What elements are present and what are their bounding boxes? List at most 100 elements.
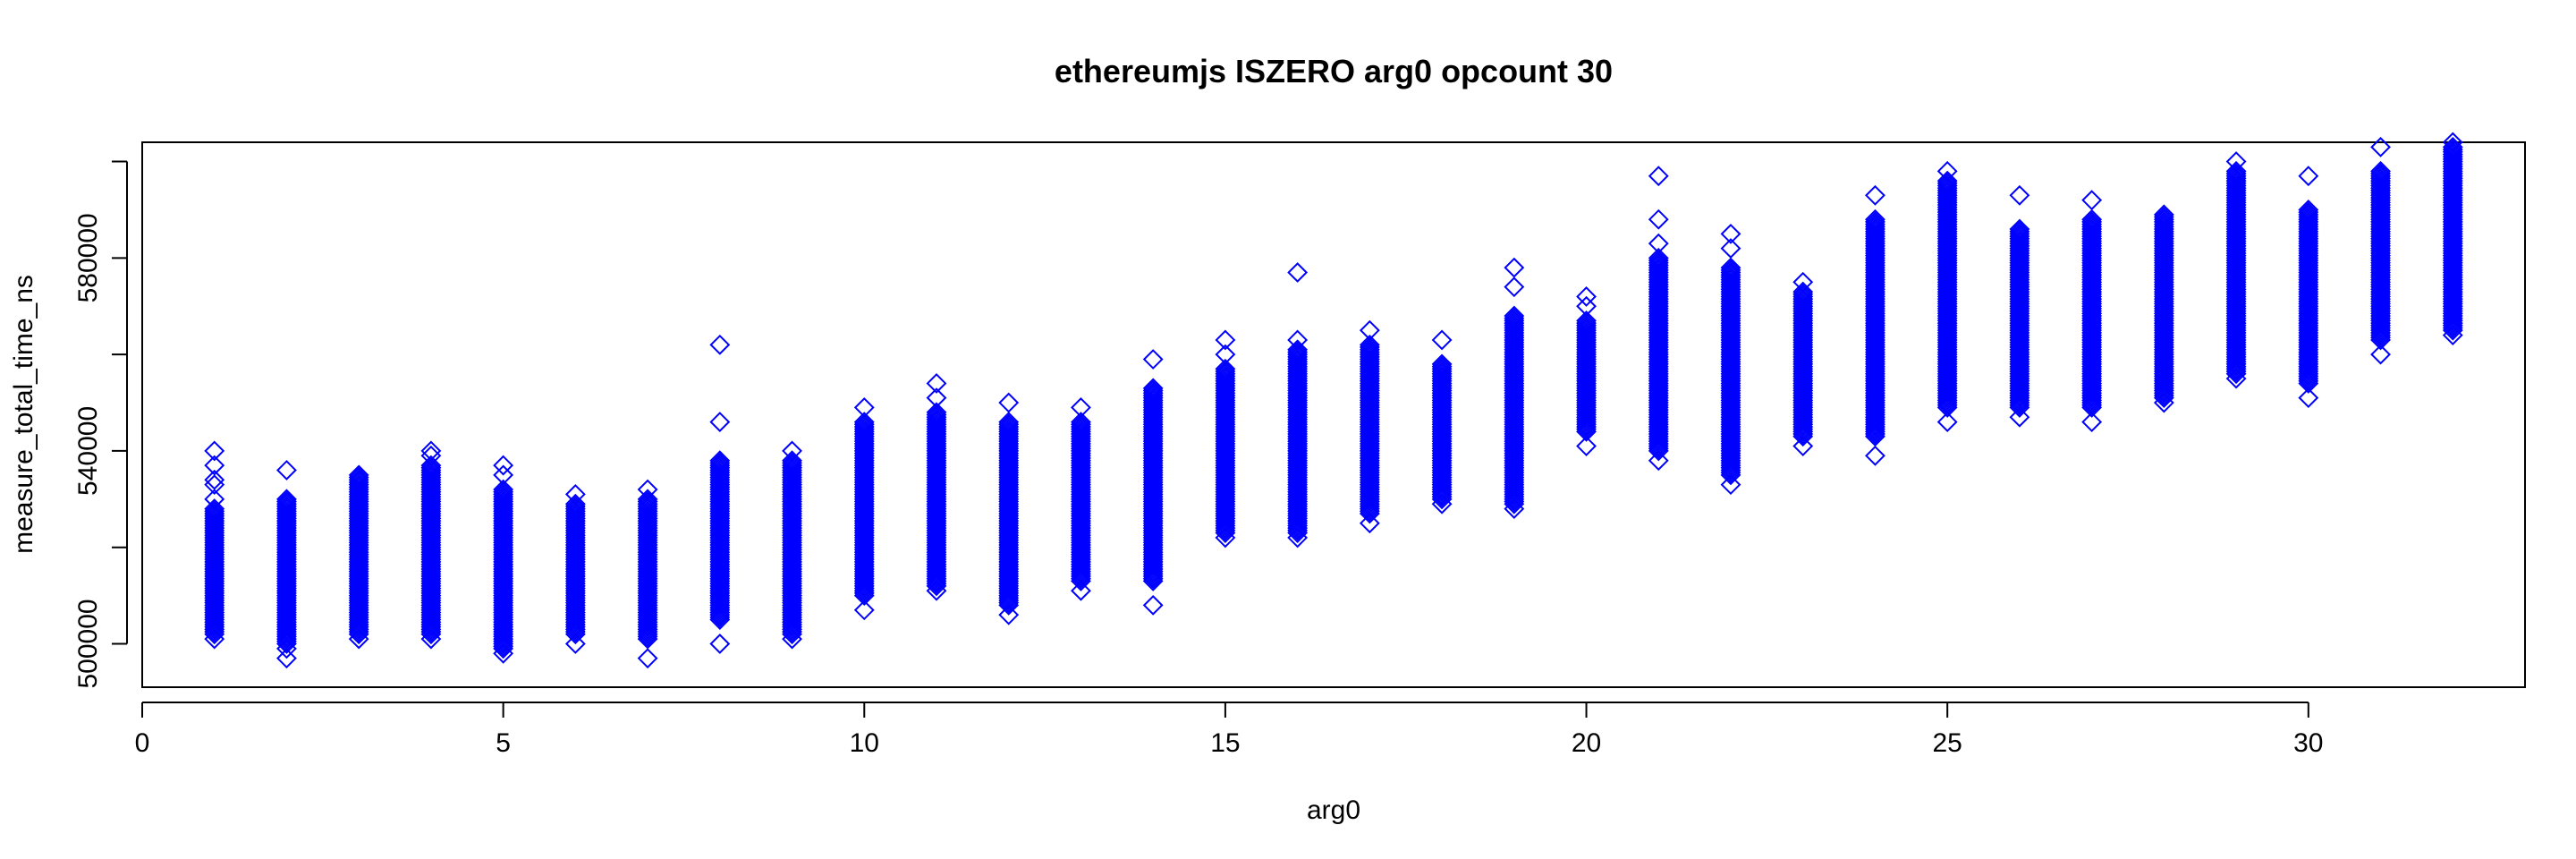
x-tick-label: 5 xyxy=(496,728,511,758)
data-point xyxy=(2081,190,2103,211)
data-point xyxy=(276,489,297,510)
data-point xyxy=(564,493,586,515)
x-tick-label: 15 xyxy=(1210,728,1240,758)
y-tick-label: 540000 xyxy=(73,406,103,496)
data-point xyxy=(998,412,1020,432)
data-point xyxy=(1936,160,1958,182)
data-point xyxy=(1431,329,1453,351)
data-point xyxy=(2225,368,2247,389)
data-point xyxy=(2225,163,2247,184)
data-point xyxy=(1792,271,1814,293)
data-point xyxy=(1792,436,1814,456)
data-point xyxy=(782,450,802,472)
data-point xyxy=(2225,160,2247,182)
data-point xyxy=(1576,295,1597,317)
data-point xyxy=(420,628,442,650)
data-point xyxy=(2370,136,2391,157)
data-point xyxy=(1865,211,1885,233)
data-point xyxy=(709,452,731,473)
data-point xyxy=(1071,580,1091,601)
data-point xyxy=(709,334,731,355)
data-point xyxy=(2442,139,2463,160)
data-point xyxy=(926,373,947,394)
data-point xyxy=(2298,387,2319,409)
data-point xyxy=(1142,378,1164,399)
data-point xyxy=(926,387,947,409)
data-point xyxy=(276,648,297,669)
data-point xyxy=(204,500,225,522)
data-point xyxy=(1504,257,1525,278)
data-point xyxy=(204,440,225,462)
data-point xyxy=(420,455,442,476)
data-point xyxy=(1359,319,1380,341)
data-point xyxy=(420,440,442,462)
data-point xyxy=(2081,208,2103,230)
data-point xyxy=(1865,184,1885,206)
data-point xyxy=(1936,170,1958,191)
data-point xyxy=(998,604,1020,625)
y-tick-label: 500000 xyxy=(73,599,103,688)
data-point xyxy=(1287,527,1309,549)
data-point xyxy=(637,491,658,512)
data-point xyxy=(926,580,947,601)
x-tick-label: 20 xyxy=(1572,728,1601,758)
data-point xyxy=(2225,151,2247,172)
data-point xyxy=(2298,200,2319,220)
data-point xyxy=(1142,594,1164,616)
y-axis: 500000 540000 580000 xyxy=(73,160,128,689)
data-point xyxy=(2009,218,2030,240)
data-point xyxy=(1071,397,1091,418)
data-point xyxy=(1648,250,1669,271)
x-axis-label: arg0 xyxy=(1307,795,1360,825)
data-point xyxy=(1287,339,1309,361)
data-point xyxy=(709,450,731,472)
data-point xyxy=(1576,286,1597,307)
x-axis: 0 5 10 15 20 25 30 xyxy=(135,702,2324,758)
data-point xyxy=(2009,221,2030,242)
data-point xyxy=(1720,238,1741,259)
data-point xyxy=(1287,329,1309,351)
data-points xyxy=(204,132,2463,669)
data-point xyxy=(493,642,514,664)
data-point xyxy=(348,628,369,650)
data-point xyxy=(926,402,947,423)
data-point xyxy=(493,455,514,476)
x-tick-label: 0 xyxy=(135,728,150,758)
data-point xyxy=(2153,207,2174,227)
data-point xyxy=(782,452,802,473)
chart-title: ethereumjs ISZERO arg0 opcount 30 xyxy=(1055,53,1613,89)
data-point xyxy=(1648,247,1669,268)
data-point xyxy=(2081,211,2103,233)
data-point xyxy=(2153,204,2174,225)
data-point xyxy=(493,464,514,486)
data-point xyxy=(1359,513,1380,534)
data-point xyxy=(276,638,297,659)
data-point xyxy=(348,464,369,486)
data-point xyxy=(998,392,1020,413)
data-point xyxy=(493,481,514,503)
data-point xyxy=(782,628,802,650)
data-point xyxy=(1142,380,1164,401)
data-point xyxy=(1431,493,1453,515)
data-point xyxy=(1936,412,1958,432)
data-point xyxy=(1215,329,1236,351)
data-point xyxy=(1720,223,1741,244)
data-point xyxy=(1648,233,1669,254)
data-point xyxy=(637,648,658,669)
data-point xyxy=(2370,160,2391,182)
data-point xyxy=(1792,284,1814,305)
data-point xyxy=(1576,310,1597,331)
data-point xyxy=(709,412,731,432)
data-point xyxy=(926,404,947,425)
data-point xyxy=(853,600,875,621)
data-point xyxy=(1287,342,1309,362)
data-point xyxy=(204,489,225,510)
data-point xyxy=(204,469,225,490)
data-point xyxy=(564,484,586,505)
data-point xyxy=(276,491,297,512)
data-point xyxy=(204,455,225,476)
data-point xyxy=(1865,208,1885,230)
x-tick-label: 10 xyxy=(850,728,879,758)
x-tick-label: 25 xyxy=(1932,728,1962,758)
